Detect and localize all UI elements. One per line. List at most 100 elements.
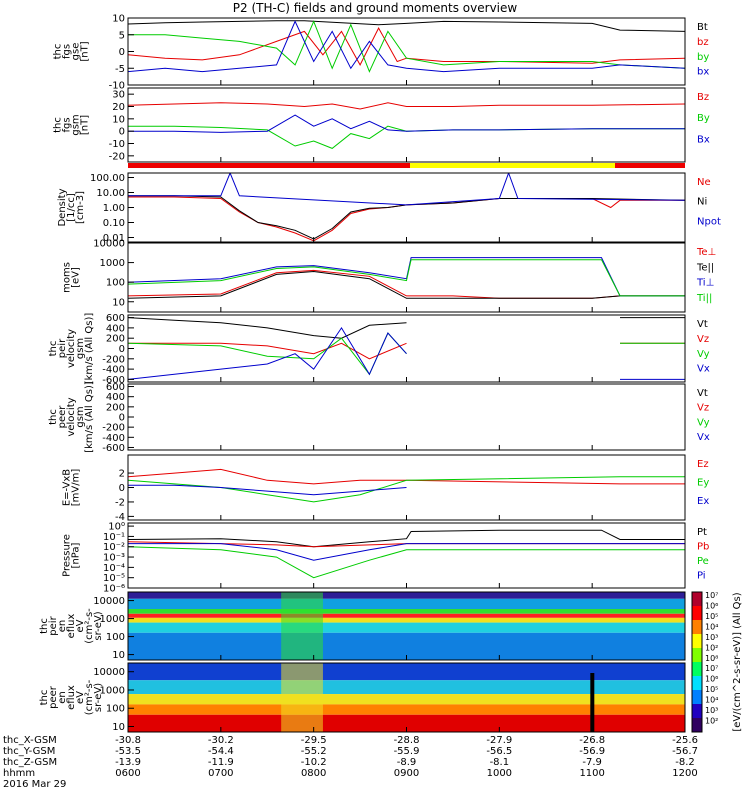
series-line-Ne [128,196,685,242]
x-tick-label: 1100 [579,768,604,779]
y-tick-label: -4 [115,512,125,523]
spectrogram-peer_spec [128,663,685,732]
y-tick-label: 10 [112,297,125,308]
y-axis-label: thc [53,44,64,60]
y-tick-label: -5 [115,64,125,75]
panel-frame [127,522,686,589]
y-tick-label: 400 [106,392,125,403]
legend-Vz: Vz [697,334,709,345]
y-axis-label: E=-VxB [62,469,73,506]
y-tick-label: 1000 [100,258,125,269]
y-tick-label: 10⁻⁶ [103,584,125,595]
spectrogram-band [128,622,685,633]
series-line-Pi [128,543,685,561]
panel-density: Ne Ni Npot 100.00 10.00 1.00 0.10 0.01 Density[1… [57,172,721,244]
series-line-Ez [128,468,685,485]
legend-Vz: Vz [697,403,709,414]
spectrogram-band [128,680,685,695]
legend-Vx: Vx [697,364,710,375]
colorbar-swatch [692,592,702,607]
legend-Ne: Ne [697,177,711,188]
y-tick-label: 400 [106,323,125,334]
y-axis-label: eflux [66,685,77,710]
series-line-by [128,20,685,73]
series-line-bz [128,27,685,66]
position-value: -28.8 [394,735,420,746]
y-tick-label: 0.10 [103,218,125,229]
mode-bar-segment [615,163,685,168]
legend-Ey: Ey [697,478,709,489]
y-axis-label: moms [62,262,73,293]
position-value: -10.2 [301,757,327,768]
y-axis-label: [cm-3] [75,191,86,224]
legend-Bz: Bz [697,92,709,103]
position-table: thc_X-GSM -30.8 -30.2 -29.5 -28.8 -27.9 -26.8-… [3,735,698,790]
spectrogram-band [128,598,685,609]
series-line-Ti⊥ [128,257,685,297]
y-tick-label: 10.00 [96,188,125,199]
y-tick-label: 0.01 [103,233,125,244]
y-axis-label: peir [48,615,59,635]
y-axis-label: [mV/m] [71,469,82,507]
y-tick-label: 1.00 [103,203,125,214]
y-tick-label: 10⁻² [103,542,125,553]
y-axis-label: gsm [75,338,86,359]
y-tick-label: 10 [112,114,125,125]
panel-frame [127,17,686,86]
y-tick-label: 20 [112,102,125,113]
y-tick-label: 0 [119,483,125,494]
x-tick-label: 0700 [208,768,233,779]
y-tick-label: 100 [106,632,125,643]
spectrogram-gap [590,673,595,732]
y-axis-label: velocity [66,397,77,436]
y-tick-label: 1000 [100,685,125,696]
y-axis-label: en [57,620,68,633]
series-line-Vz [128,342,407,360]
y-axis-label: eV [75,619,86,632]
panel-peir_spec: 10000 1000 100 10 thcpeirenefluxeV(cm²-s-sr-… [39,591,686,661]
y-axis-label: thc [53,117,64,133]
y-axis-label: [nT] [80,41,91,61]
y-tick-label: 0 [119,344,125,355]
series-line-Te|| [128,270,685,299]
series-line-Ti|| [128,259,685,297]
y-tick-label: 600 [106,382,125,393]
y-tick-label: -2 [115,497,125,508]
y-axis-label: thc [39,618,50,634]
spectrogram-band [128,663,685,681]
y-tick-label: 10 [112,14,125,25]
y-axis-label: thc [39,690,50,706]
legend-Vt: Vt [697,319,708,330]
y-tick-label: 10⁻¹ [103,532,125,543]
y-tick-label: 10 [112,722,125,733]
y-axis-label: Density [57,188,68,226]
spectrogram-band [128,592,685,599]
panel-frame [127,87,686,163]
y-tick-label: 10000 [93,596,125,607]
series-line-Ex [128,484,407,496]
colorbar-tick-label: 10³ [705,706,718,715]
y-axis-label: thc [48,341,59,357]
colorbar: 10⁷10⁶10⁵10⁴10³10²10⁸10⁷10⁶10⁵10⁴10³10²[… [691,591,743,733]
colorbar-swatch [692,718,702,733]
colorbar-swatch [692,620,702,635]
legend-bz: bz [697,37,709,48]
y-axis-label: [km/s (All Qs)] [84,381,95,453]
y-tick-label: 100 [106,278,125,289]
y-tick-label: 2 [119,469,125,480]
y-tick-label: 10000 [93,667,125,678]
position-value: -56.9 [579,746,605,757]
colorbar-swatch [692,704,702,719]
series-line-Vt [128,317,407,339]
position-value: -55.9 [394,746,420,757]
y-tick-label: -200 [102,354,125,365]
y-tick-label: 10⁰ [108,522,125,533]
panel-peer_spec: 10000 1000 100 10 thcpeerenefluxeV(cm²-s-sr-… [39,662,686,733]
series-line-Te⊥ [128,269,685,299]
legend-Pe: Pe [697,556,709,567]
panel-frame [127,383,686,451]
legend-Ti⊥: Ti⊥ [696,278,714,289]
series-line-Pt [128,529,685,548]
